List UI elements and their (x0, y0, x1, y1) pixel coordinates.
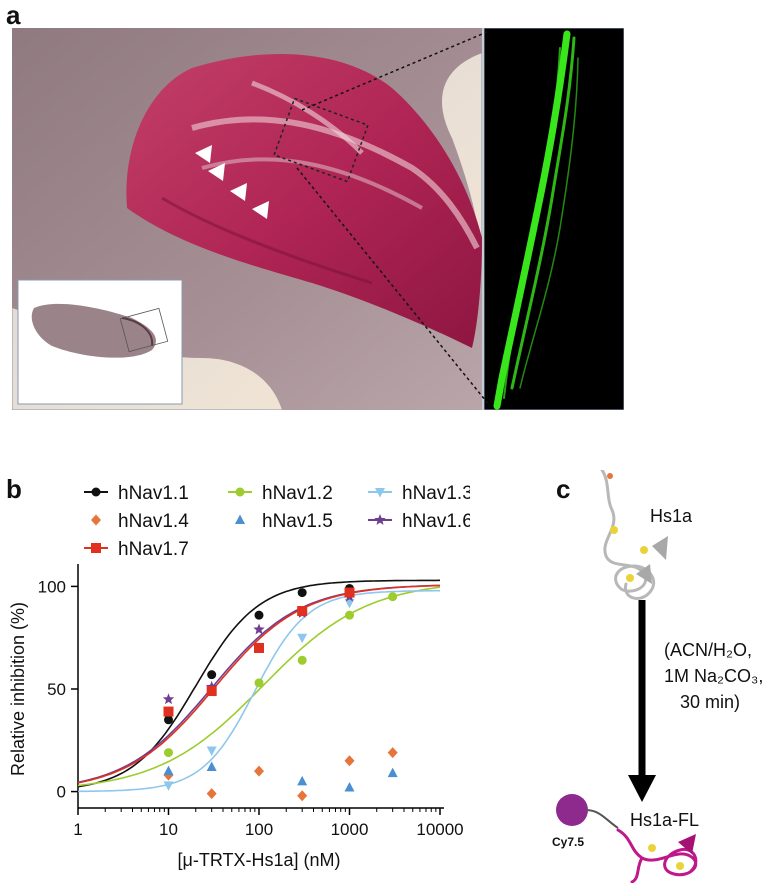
panel-b-label: b (6, 474, 22, 504)
x-tick-label: 10 (159, 820, 178, 839)
condition-line-1: (ACN/H₂O, (664, 640, 752, 660)
panel-a-image (12, 28, 624, 410)
x-tick-label: 1 (73, 820, 82, 839)
x-tick-label: 100 (245, 820, 273, 839)
dissected-muscle-shape (126, 54, 483, 349)
data-point-hnav1-4 (254, 765, 264, 777)
data-point-hnav1-2 (388, 592, 398, 602)
data-point-hnav1-5 (344, 781, 355, 792)
x-tick-label: 1000 (331, 820, 369, 839)
data-point-hnav1-1 (297, 588, 307, 598)
legend-entry: hNav1.3 (402, 483, 470, 504)
legend-marker (91, 514, 101, 526)
data-point-hnav1-7 (163, 706, 174, 717)
condition-line-2: 1M Na₂CO₃, (664, 666, 763, 686)
data-point-hnav1-2 (297, 655, 307, 665)
chart-axes: 1 10 100 1000 10000 0 50 100 (38, 564, 464, 839)
data-point-hnav1-3 (206, 746, 217, 757)
data-point-hnav1-1 (207, 670, 217, 680)
legend-marker (235, 487, 245, 497)
panel-c-scheme: Hs1a (ACN/H₂O, 1M Na₂CO₃, 30 min) Cy7.5 … (552, 470, 763, 883)
hs1a-structure (600, 470, 668, 600)
cy75-dye-circle (556, 794, 588, 826)
data-point-hnav1-3 (297, 633, 308, 644)
legend-marker (91, 543, 101, 553)
fit-curve-hnav1-1 (77, 579, 441, 788)
data-point-hnav1-4 (387, 747, 398, 759)
data-point-hnav1-2 (164, 748, 173, 758)
data-point-hnav1-1 (254, 610, 264, 620)
x-tick-label: 10000 (416, 820, 463, 839)
hs1a-fl-structure (616, 828, 698, 883)
data-point-hnav1-5 (297, 775, 308, 786)
data-point-hnav1-4 (344, 755, 355, 767)
data-point-hnav1-3 (163, 781, 174, 791)
data-point-hnav1-6 (253, 623, 265, 635)
data-point-hnav1-2 (345, 610, 354, 620)
data-point-hnav1-1 (164, 715, 173, 725)
data-point-hnav1-6 (162, 693, 175, 705)
y-tick-label: 100 (38, 577, 66, 596)
dose-response-chart: hNav1.1 hNav1.2 hNav1.3 hNav1.4 hNav1.5 hNav1… (8, 483, 470, 870)
data-point-hnav1-4 (297, 790, 308, 802)
data-point-hnav1-5 (206, 761, 217, 771)
y-tick-label: 0 (57, 783, 66, 802)
panel-a-label: a (6, 0, 21, 30)
data-point-hnav1-2 (254, 678, 264, 688)
data-point-hnav1-7 (297, 606, 308, 617)
panel-c-label: c (556, 474, 571, 504)
legend-marker (91, 487, 101, 497)
hs1a-fl-label: Hs1a-FL (630, 810, 699, 830)
legend-entry: hNav1.6 (402, 511, 470, 532)
data-point-hnav1-5 (163, 765, 174, 776)
legend-marker (235, 514, 245, 524)
legend-entry: hNav1.4 (118, 511, 189, 532)
y-axis-label: Relative inhibition (%) (8, 602, 28, 776)
nerve-arrowheads (195, 145, 269, 219)
fit-curve-hnav1-7 (77, 584, 441, 784)
cy75-label: Cy7.5 (552, 835, 584, 849)
legend-marker (375, 488, 385, 498)
legend-entry: hNav1.2 (262, 483, 333, 504)
legend-marker (374, 514, 386, 525)
data-point-hnav1-5 (387, 767, 398, 778)
fit-curve-hnav1-2 (77, 586, 441, 787)
y-tick-label: 50 (47, 680, 66, 699)
condition-line-3: 30 min) (680, 692, 740, 712)
fit-curve-hnav1-3 (77, 589, 440, 793)
data-point-hnav1-3 (344, 598, 355, 609)
hs1a-label: Hs1a (650, 506, 693, 526)
legend-entry: hNav1.5 (262, 511, 333, 532)
x-axis-label: [μ-TRTX-Hs1a] (nM) (177, 850, 340, 870)
data-point-hnav1-7 (344, 587, 355, 598)
data-point-hnav1-7 (254, 642, 264, 653)
legend-entry: hNav1.7 (118, 539, 189, 560)
data-point-hnav1-7 (206, 686, 217, 697)
data-points (162, 583, 398, 802)
data-point-hnav1-4 (206, 788, 217, 800)
chart-legend: hNav1.1 hNav1.2 hNav1.3 hNav1.4 hNav1.5 hNav1… (84, 483, 470, 560)
legend-entry: hNav1.1 (118, 483, 189, 504)
